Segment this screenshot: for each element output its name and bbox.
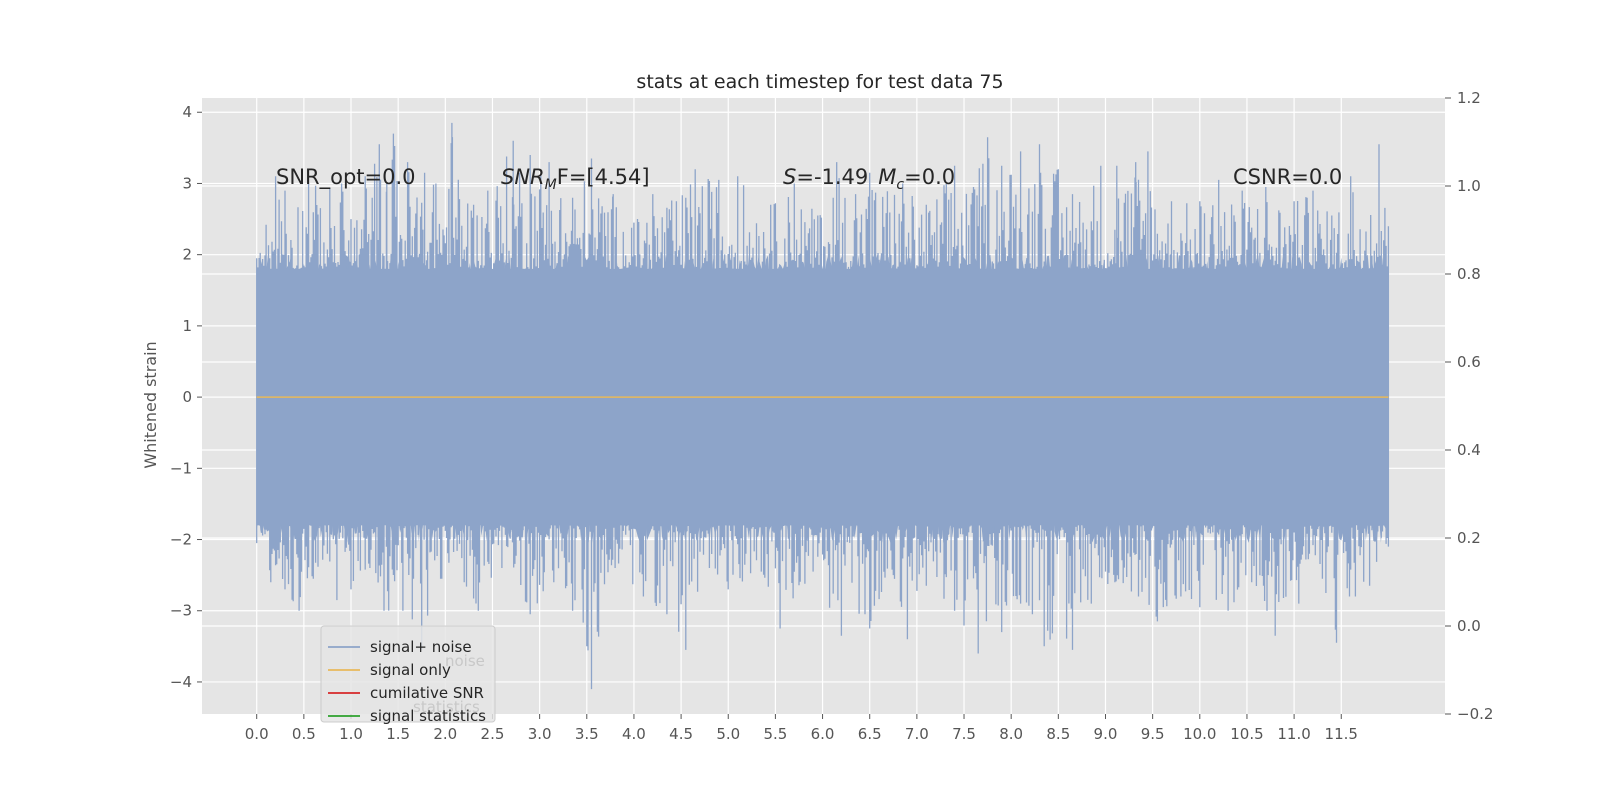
y-tick-label: −4: [170, 673, 192, 691]
annotation-mc-sub: c: [896, 177, 904, 193]
x-tick-label: 9.0: [1094, 725, 1118, 743]
y-tick-label: −2: [170, 531, 192, 549]
x-tick-label: 3.0: [528, 725, 552, 743]
y2-tick-label: 0.6: [1457, 353, 1481, 371]
x-tick-label: 0.0: [245, 725, 269, 743]
annotation-snr-mf-sub: M: [545, 177, 557, 193]
x-tick-label: 10.5: [1230, 725, 1263, 743]
legend-ghost-text: statistics: [413, 698, 480, 716]
annotation-s-value: =-1.49: [796, 165, 868, 189]
annotation-mc-value: =0.0: [904, 165, 955, 189]
x-tick-label: 10.0: [1183, 725, 1216, 743]
y-tick-label: −1: [170, 459, 192, 477]
annotation-csnr: CSNR=0.0: [1233, 165, 1342, 189]
x-tick-label: 8.0: [999, 725, 1023, 743]
x-tick-label: 2.0: [433, 725, 457, 743]
x-tick-label: 6.0: [811, 725, 835, 743]
x-tick-label: 5.5: [763, 725, 787, 743]
x-tick-label: 0.5: [292, 725, 316, 743]
x-tick-label: 8.5: [1046, 725, 1070, 743]
y-tick-label: 4: [182, 103, 192, 121]
chart-title: stats at each timestep for test data 75: [636, 71, 1003, 93]
legend-ghost-text: noise: [445, 652, 485, 670]
legend: noise statistics signal+ noise signal onl…: [320, 625, 496, 725]
x-tick-label: 11.5: [1325, 725, 1358, 743]
x-tick-label: 7.5: [952, 725, 976, 743]
x-tick-label: 9.5: [1141, 725, 1165, 743]
annotation-mc-label: M: [878, 165, 896, 189]
y2-tick-label: −0.2: [1457, 705, 1493, 723]
annotation-snr-opt: SNR_opt=0.0: [276, 165, 416, 190]
y2-tick-label: 1.2: [1457, 89, 1481, 107]
legend-label: signal only: [370, 661, 451, 679]
x-tick-label: 3.5: [575, 725, 599, 743]
y2-tick-label: 0.4: [1457, 441, 1481, 459]
legend-items: signal+ noise signal only cumilative SNR si…: [328, 638, 486, 725]
y-tick-label: 1: [182, 317, 192, 335]
y-tick-label: 2: [182, 246, 192, 264]
x-tick-label: 7.0: [905, 725, 929, 743]
x-tick-label: 5.0: [716, 725, 740, 743]
annotation-snr-mf: SNRMF=[4.54]: [501, 165, 650, 193]
tick-layer: 0.0 0.5 1.0 1.5 2.0 2.5 3.0 3.5 4.0 4.5 5.0 5.5 6.0 6…: [170, 89, 1494, 743]
series-layer: [256, 122, 1390, 690]
legend-box: [320, 625, 496, 723]
x-tick-label: 11.0: [1277, 725, 1310, 743]
legend-label: cumilative SNR: [370, 684, 484, 702]
y2-tick-label: 0.0: [1457, 617, 1481, 635]
y-tick-label: −3: [170, 602, 192, 620]
y2-tick-label: 0.8: [1457, 265, 1481, 283]
annotation-snr-mf-rest: F=[4.54]: [557, 165, 650, 189]
x-tick-label: 4.0: [622, 725, 646, 743]
annotation-snr-mf-base: SNR: [501, 165, 545, 189]
x-tick-label: 2.5: [481, 725, 505, 743]
y-axis-label: Whitened strain: [141, 341, 160, 468]
y2-tick-label: 1.0: [1457, 177, 1481, 195]
legend-label: signal+ noise: [370, 638, 472, 656]
y2-tick-label: 0.2: [1457, 529, 1481, 547]
annotation-s-mc: S=-1.49 Mc=0.0: [783, 165, 955, 193]
x-tick-label: 1.0: [339, 725, 363, 743]
y-tick-label: 3: [182, 174, 192, 192]
x-tick-label: 1.5: [386, 725, 410, 743]
annotation-s-label: S: [783, 165, 796, 189]
x-tick-label: 6.5: [858, 725, 882, 743]
y-tick-label: 0: [182, 388, 192, 406]
legend-label: signal statistics: [370, 707, 486, 725]
x-tick-label: 4.5: [669, 725, 693, 743]
